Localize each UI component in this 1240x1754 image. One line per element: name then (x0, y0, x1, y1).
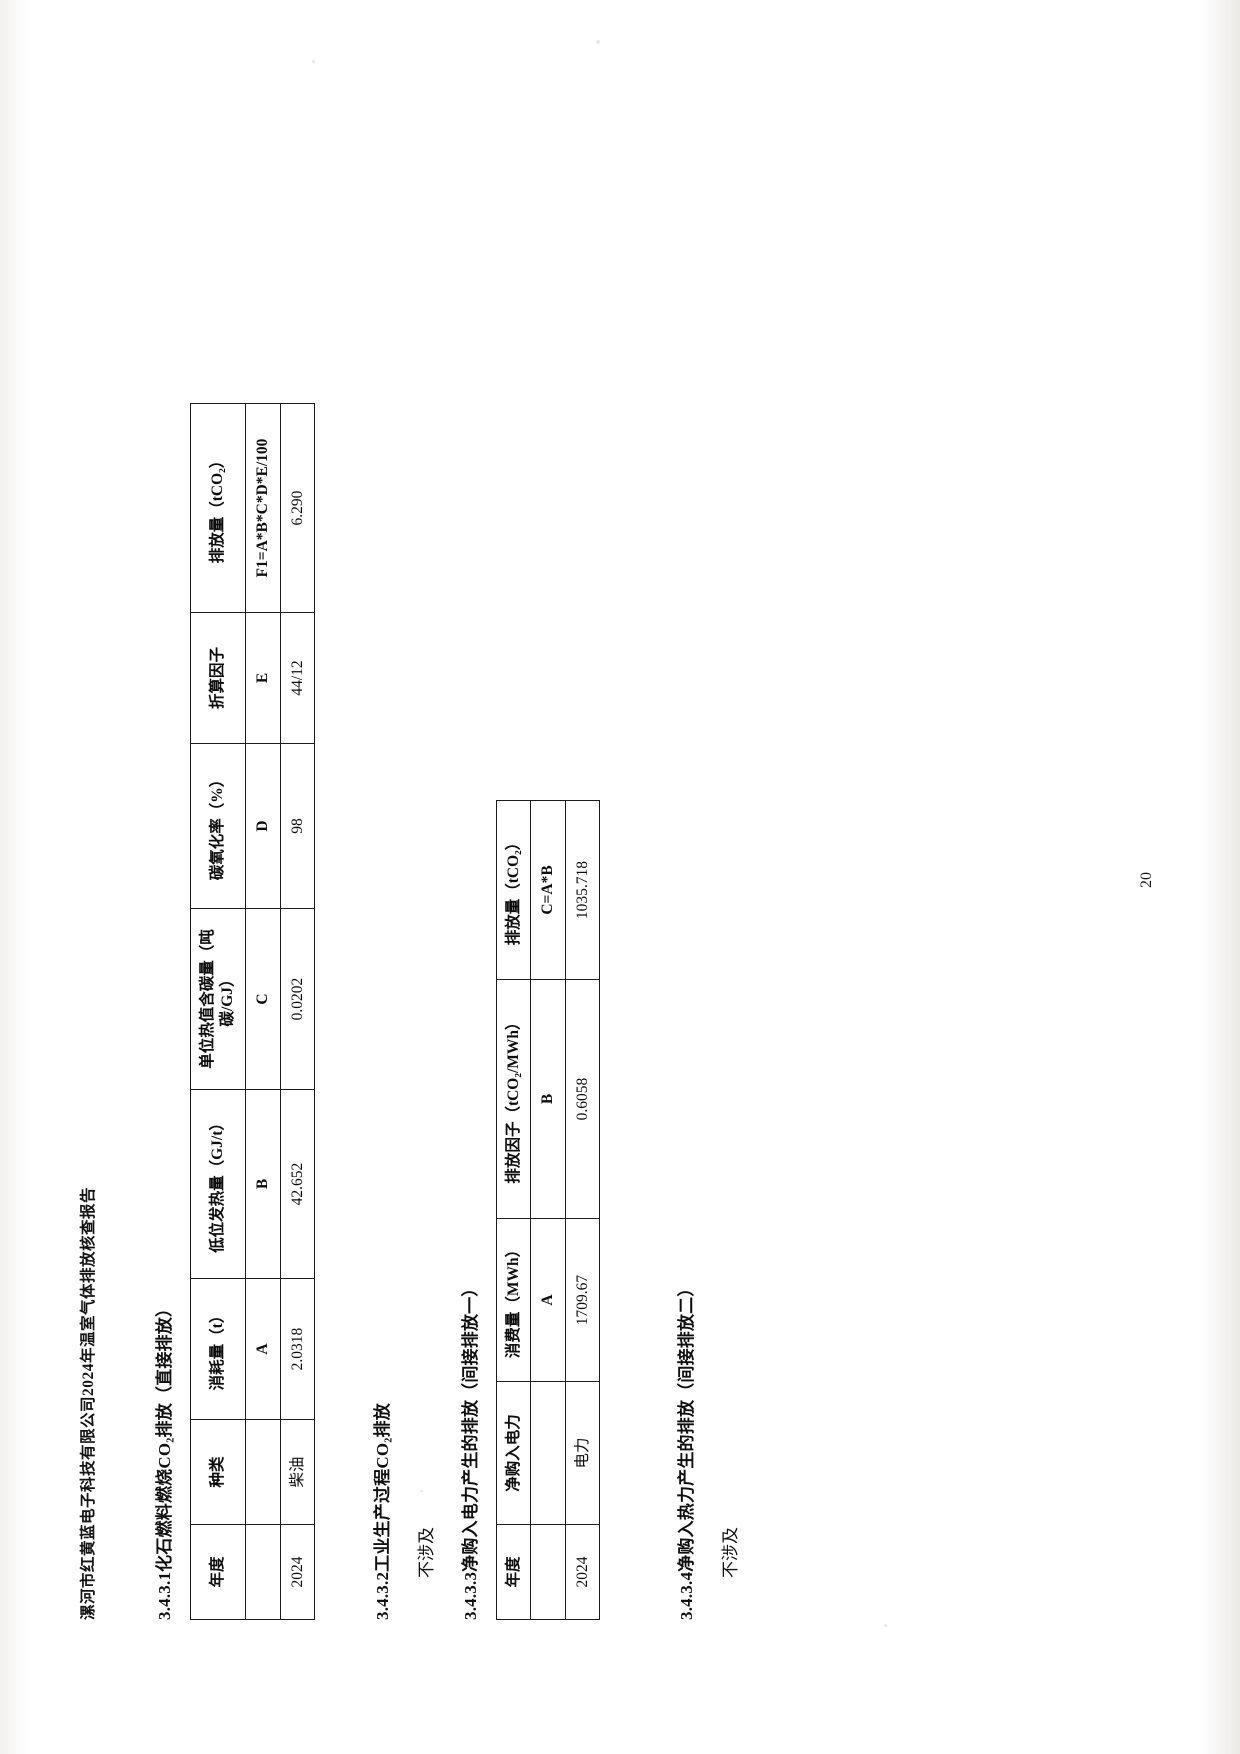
scan-speck (884, 1624, 887, 1627)
code-consumption: A (245, 1278, 281, 1420)
cell-consumption: 1709.67 (565, 1218, 600, 1382)
section-note-3-4-3-4: 不涉及 (721, 1527, 740, 1578)
code-oxidation: D (245, 743, 281, 909)
scan-speck (420, 1490, 423, 1492)
cell-emission-factor: 0.6058 (565, 979, 600, 1219)
section-heading-3-4-3-1: 3.4.3.1化石燃料燃烧CO₂排放（直接排放） (155, 1299, 174, 1620)
col-header-ncv: 低位发热量（GJ/t） (190, 1089, 246, 1279)
col-header-type: 种类 (190, 1419, 246, 1525)
fossil-fuel-emission-table: 年度 种类 消耗量（t） 低位发热量（GJ/t） 单位热值含碳量（吨碳/GJ） … (190, 403, 316, 1620)
cell-purchased-power: 电力 (565, 1381, 600, 1525)
col-header-emission: 排放量（tCO₂） (190, 403, 246, 613)
section-heading-3-4-3-2: 3.4.3.2工业生产过程CO₂排放 (373, 1403, 392, 1620)
col-header-purchased-power: 净购入电力 (496, 1381, 531, 1525)
col-header-consumption: 消费量（MWh） (496, 1218, 531, 1382)
section-heading-3-4-3-4: 3.4.3.4净购入热力产生的排放（间接排放二） (677, 1279, 696, 1620)
cell-carbon: 0.0202 (280, 908, 315, 1090)
col-header-oxidation: 碳氧化率（%） (190, 743, 246, 909)
code-year (530, 1524, 566, 1620)
section-note-3-4-3-2: 不涉及 (417, 1527, 436, 1578)
page-number: 20 (1138, 872, 1155, 888)
cell-emission: 6.290 (280, 403, 315, 613)
cell-consumption: 2.0318 (280, 1278, 315, 1420)
col-header-consumption: 消耗量（t） (190, 1278, 246, 1420)
code-consumption: A (530, 1218, 566, 1382)
cell-year: 2024 (280, 1524, 315, 1620)
scan-speck (596, 40, 600, 44)
code-year (245, 1524, 281, 1620)
cell-conversion: 44/12 (280, 612, 315, 744)
cell-oxidation: 98 (280, 743, 315, 909)
code-type (245, 1419, 281, 1525)
electricity-emission-table: 年度 净购入电力 消费量（MWh） 排放因子（tCO₂/MWh） 排放量（tCO… (496, 800, 601, 1620)
scan-speck (312, 60, 315, 63)
document-header: 漯河市红黄蓝电子科技有限公司2024年温室气体排放核查报告 (80, 1186, 97, 1620)
table-header-row: 年度 净购入电力 消费量（MWh） 排放因子（tCO₂/MWh） 排放量（tCO… (496, 800, 531, 1620)
code-formula: C=A*B (530, 800, 566, 980)
table-code-row: A B C D E F1=A*B*C*D*E/100 (245, 403, 281, 1620)
code-purchased-power (530, 1381, 566, 1525)
table-header-row: 年度 种类 消耗量（t） 低位发热量（GJ/t） 单位热值含碳量（吨碳/GJ） … (190, 403, 246, 1620)
col-header-year: 年度 (496, 1524, 531, 1620)
col-header-carbon-content: 单位热值含碳量（吨碳/GJ） (190, 908, 246, 1090)
code-formula: F1=A*B*C*D*E/100 (245, 403, 281, 613)
section-heading-3-4-3-3: 3.4.3.3净购入电力产生的排放（间接排放一） (461, 1279, 480, 1620)
col-header-emission-factor: 排放因子（tCO₂/MWh） (496, 979, 531, 1219)
code-emission-factor: B (530, 979, 566, 1219)
col-header-year: 年度 (190, 1524, 246, 1620)
code-carbon: C (245, 908, 281, 1090)
table-row: 2024 柴油 2.0318 42.652 0.0202 98 44/12 6.… (280, 403, 315, 1620)
table-code-row: A B C=A*B (530, 800, 566, 1620)
cell-year: 2024 (565, 1524, 600, 1620)
code-conversion: E (245, 612, 281, 744)
table-row: 2024 电力 1709.67 0.6058 1035.718 (565, 800, 600, 1620)
col-header-conversion: 折算因子 (190, 612, 246, 744)
code-ncv: B (245, 1089, 281, 1279)
cell-ncv: 42.652 (280, 1089, 315, 1279)
cell-emission: 1035.718 (565, 800, 600, 980)
cell-type: 柴油 (280, 1419, 315, 1525)
col-header-emission: 排放量（tCO₂） (496, 800, 531, 980)
